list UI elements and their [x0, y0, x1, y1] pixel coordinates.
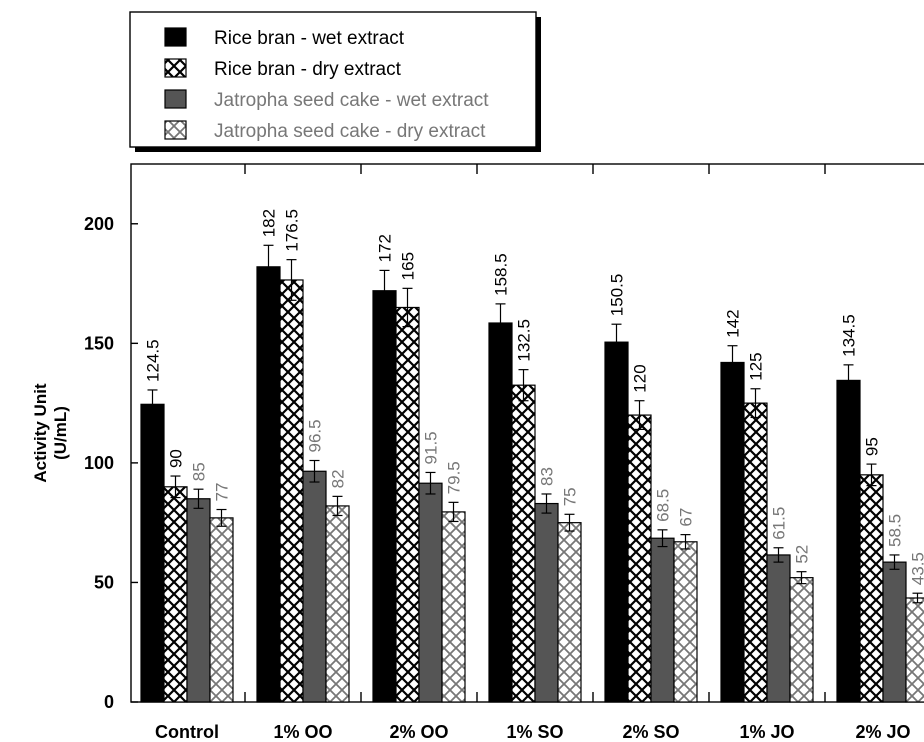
data-label: 132.5 [515, 319, 534, 362]
data-label: 82 [329, 469, 348, 488]
data-label: 90 [167, 449, 186, 468]
data-label: 125 [747, 352, 766, 380]
data-label: 61.5 [770, 507, 789, 540]
y-tick-label: 150 [84, 333, 114, 353]
legend-label: Rice bran - wet extract [214, 28, 405, 49]
data-label: 96.5 [306, 419, 325, 452]
data-label: 67 [677, 508, 696, 527]
x-tick-label: 1% JO [739, 722, 794, 742]
y-tick-label: 200 [84, 214, 114, 234]
legend-swatch [164, 58, 187, 78]
x-tick-label: 2% JO [855, 722, 910, 742]
y-tick-label: 0 [104, 692, 114, 712]
bar [279, 279, 304, 703]
bar [789, 577, 814, 703]
bar [905, 597, 924, 703]
bar [882, 561, 907, 703]
data-label: 85 [190, 462, 209, 481]
bar [511, 384, 536, 703]
data-label: 124.5 [144, 339, 163, 382]
bar [766, 554, 791, 703]
bar [627, 414, 652, 703]
y-axis-label-line: Activity Unit [31, 383, 50, 483]
bar [604, 341, 629, 703]
data-label: 83 [538, 467, 557, 486]
bar [720, 361, 745, 703]
bar [209, 517, 234, 703]
data-label: 75 [561, 487, 580, 506]
x-tick-label: 2% SO [622, 722, 679, 742]
bar [395, 306, 420, 703]
bar [256, 266, 281, 703]
x-tick-label: 1% SO [506, 722, 563, 742]
data-label: 52 [793, 545, 812, 564]
legend-swatch [164, 27, 187, 47]
legend-swatch [164, 120, 187, 140]
bar [673, 541, 698, 703]
data-label: 165 [399, 252, 418, 280]
x-tick-label: 1% OO [273, 722, 332, 742]
x-tick-label: 2% OO [389, 722, 448, 742]
data-label: 172 [376, 234, 395, 262]
data-label: 68.5 [654, 489, 673, 522]
legend-label: Jatropha seed cake - wet extract [214, 90, 489, 111]
bar [163, 486, 188, 703]
data-label: 77 [213, 483, 232, 502]
data-label: 150.5 [608, 274, 627, 317]
bar [488, 322, 513, 703]
bar [302, 470, 327, 703]
data-label: 158.5 [492, 253, 511, 296]
legend [129, 11, 537, 148]
data-label: 95 [863, 437, 882, 456]
x-tick-label: Control [155, 722, 219, 742]
data-label: 120 [631, 364, 650, 392]
data-label: 79.5 [445, 461, 464, 494]
bar [325, 505, 350, 703]
data-label: 43.5 [909, 552, 924, 585]
legend-swatch [164, 89, 187, 109]
bar [743, 402, 768, 703]
bar [441, 511, 466, 703]
bar [859, 474, 884, 703]
data-label: 91.5 [422, 431, 441, 464]
data-label: 142 [724, 309, 743, 337]
data-label: 182 [260, 209, 279, 237]
bar [836, 379, 861, 703]
y-tick-label: 50 [94, 572, 114, 592]
data-label: 134.5 [840, 314, 859, 357]
data-label: 176.5 [283, 209, 302, 252]
legend-label: Rice bran - dry extract [214, 59, 402, 80]
y-tick-label: 100 [84, 453, 114, 473]
y-axis-label-line: (U/mL) [51, 406, 70, 460]
y-axis-label: Activity Unit(U/mL) [31, 383, 70, 483]
bar [557, 522, 582, 703]
legend-label: Jatropha seed cake - dry extract [214, 121, 486, 142]
bar [186, 498, 211, 703]
data-label: 58.5 [886, 514, 905, 547]
bar [418, 482, 443, 703]
bar [372, 290, 397, 703]
bar [650, 537, 675, 703]
bar [140, 403, 165, 703]
bar [534, 502, 559, 703]
